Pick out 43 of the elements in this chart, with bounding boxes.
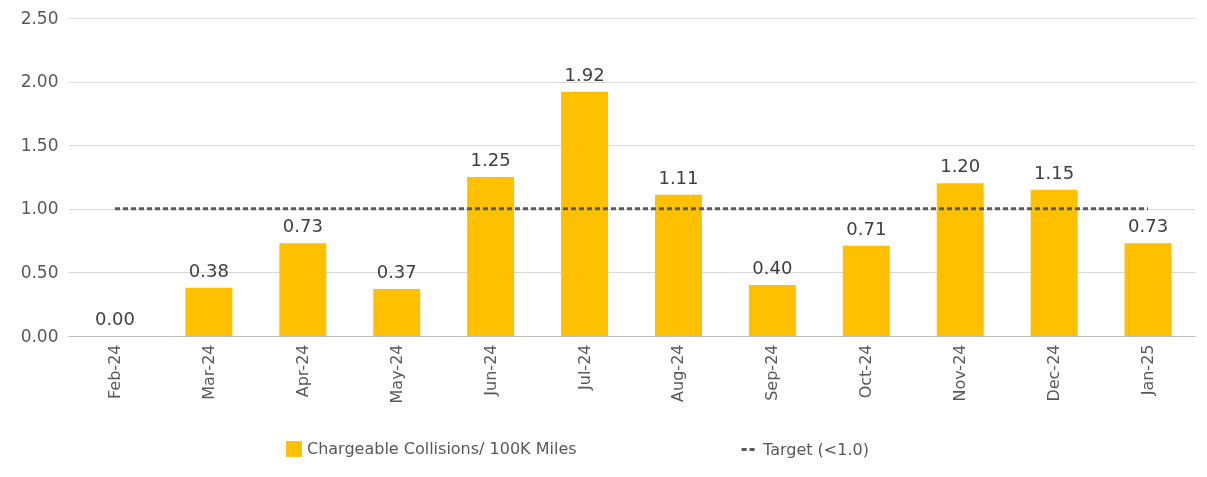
x-tick-label: Jan-25 xyxy=(1138,344,1158,397)
data-label: 1.25 xyxy=(470,149,511,170)
x-tick-label: Jun-24 xyxy=(480,344,500,397)
data-label: 0.73 xyxy=(1128,215,1169,237)
bar xyxy=(373,288,421,336)
bar xyxy=(936,183,984,336)
bar xyxy=(1124,243,1172,336)
data-label: 0.40 xyxy=(752,257,793,279)
y-tick-label: 2.00 xyxy=(20,71,59,92)
x-tick-label: Feb-24 xyxy=(104,344,124,399)
legend-label: Target (<1.0) xyxy=(762,439,869,459)
bar xyxy=(279,243,327,336)
bar xyxy=(654,194,702,336)
y-tick-label: 1.00 xyxy=(20,198,59,219)
bar xyxy=(842,245,890,336)
bar xyxy=(185,287,233,336)
x-tick-label: Apr-24 xyxy=(292,344,312,398)
data-label: 1.92 xyxy=(564,63,605,85)
x-tick-label: Dec-24 xyxy=(1044,344,1064,402)
legend-label: Chargeable Collisions/ 100K Miles xyxy=(307,439,577,458)
data-label: 1.11 xyxy=(658,166,699,188)
data-label: 0.71 xyxy=(846,217,887,239)
y-tick-label: 2.50 xyxy=(20,7,59,28)
bar xyxy=(467,177,515,336)
x-tick-label: Sep-24 xyxy=(762,344,782,401)
y-tick-label: 1.50 xyxy=(20,134,59,155)
bar xyxy=(561,91,609,336)
bar xyxy=(748,285,796,336)
data-label: 0.73 xyxy=(282,215,323,237)
data-label: 0.00 xyxy=(94,308,135,329)
x-tick-label: Nov-24 xyxy=(950,344,970,402)
y-tick-label: 0.00 xyxy=(20,325,59,346)
data-label: 0.38 xyxy=(188,259,229,281)
x-tick-label: May-24 xyxy=(386,344,406,404)
data-label: 1.15 xyxy=(1034,161,1075,183)
data-label: 1.20 xyxy=(940,155,981,177)
data-label: 0.37 xyxy=(376,260,417,282)
y-tick-label: 0.50 xyxy=(20,261,59,282)
x-tick-label: Mar-24 xyxy=(198,344,218,400)
x-tick-label: Oct-24 xyxy=(856,344,876,399)
x-tick-label: Aug-24 xyxy=(668,344,688,402)
x-tick-label: Jul-24 xyxy=(574,344,594,391)
bar xyxy=(1030,189,1078,336)
